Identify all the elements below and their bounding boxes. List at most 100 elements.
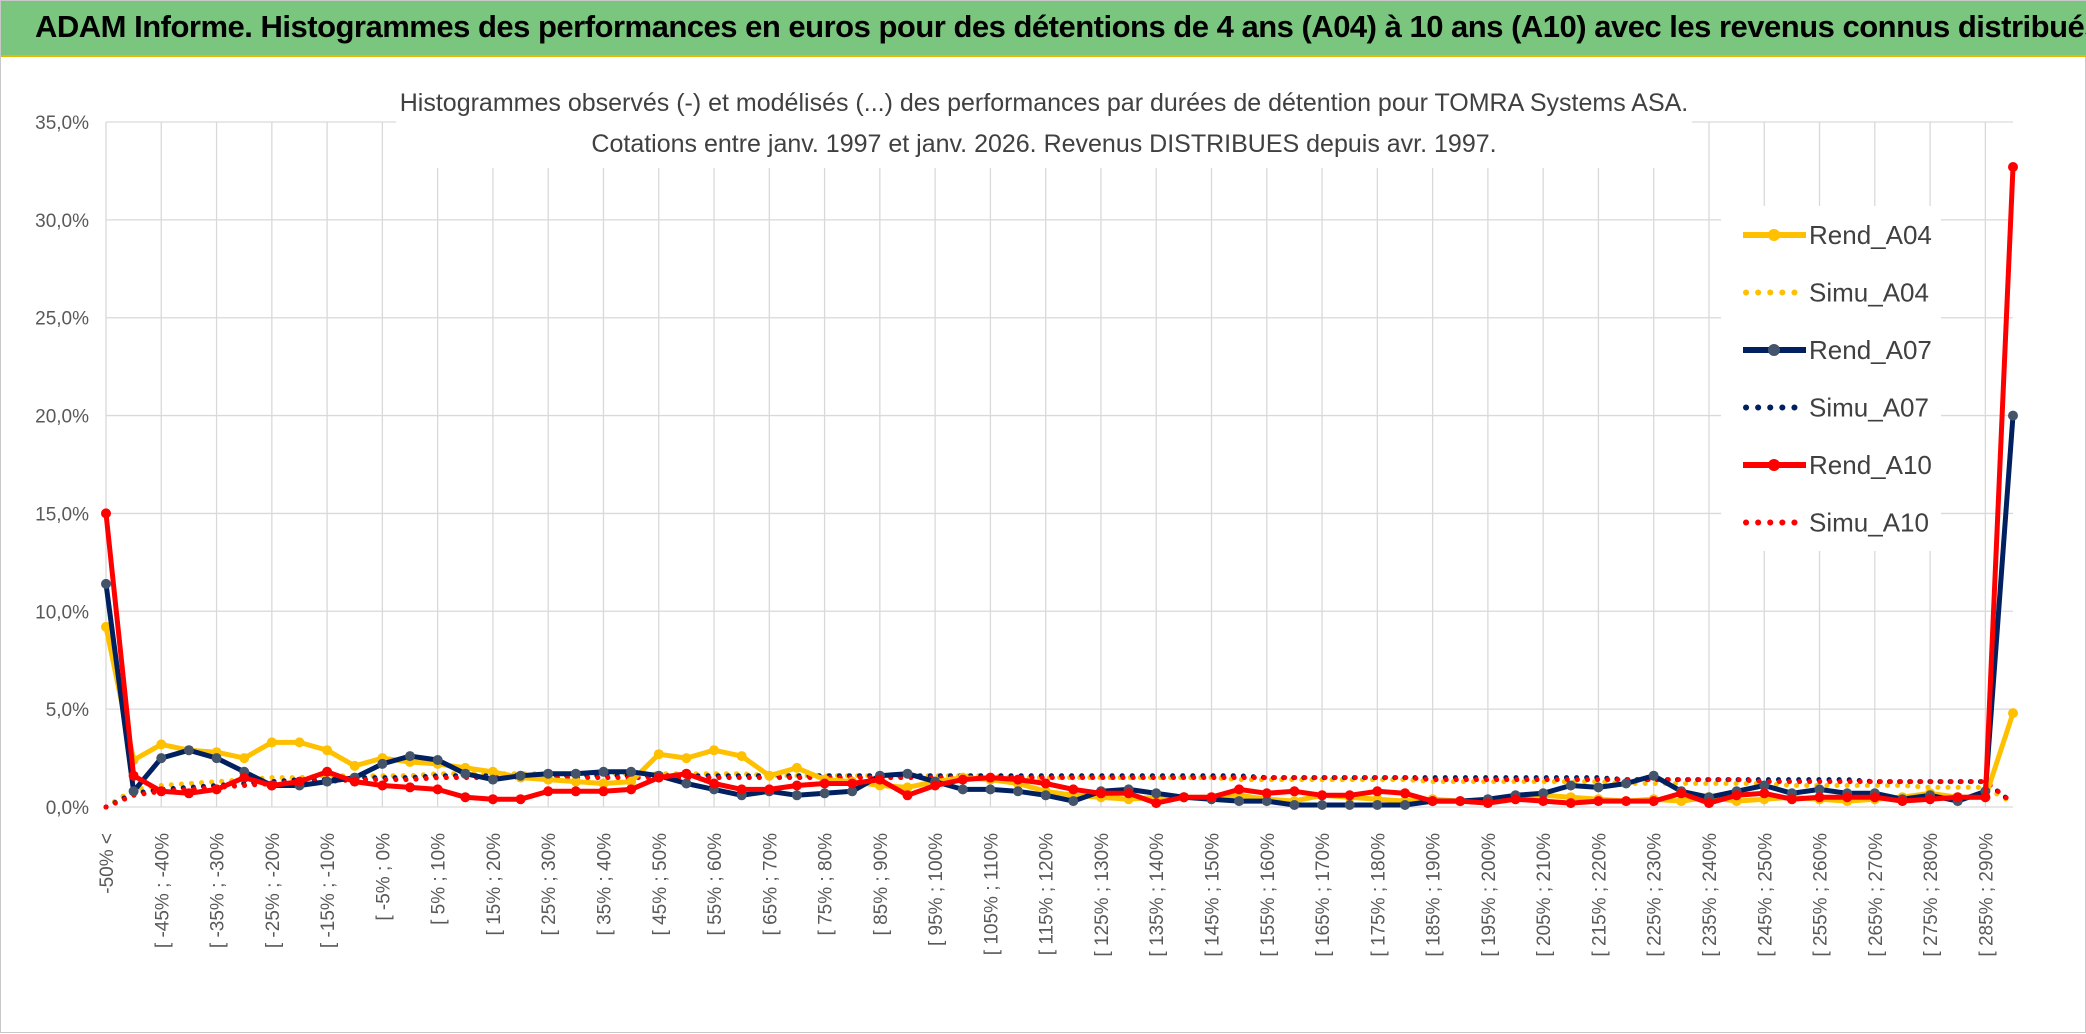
x-tick-label: [ 205% ; 210% <box>1534 833 1555 957</box>
y-tick-label: 35,0% <box>35 113 89 134</box>
data-point <box>874 774 885 785</box>
data-point <box>1289 786 1300 797</box>
y-tick-label: 5,0% <box>46 700 89 721</box>
data-point <box>128 786 139 797</box>
data-point <box>1234 796 1245 807</box>
data-point <box>1040 778 1051 789</box>
data-point <box>1013 774 1023 785</box>
data-point <box>1510 794 1521 805</box>
data-point <box>266 780 277 791</box>
data-point <box>1593 796 1604 807</box>
data-point <box>1344 800 1355 810</box>
data-point <box>322 766 333 777</box>
x-tick-label: [ 45% ; 50% <box>650 833 671 936</box>
legend-label: Rend_A10 <box>1809 450 1932 480</box>
data-point <box>570 776 581 787</box>
data-point <box>1068 796 1079 807</box>
data-point <box>847 778 858 789</box>
x-tick-label: [ -25% ; -20% <box>263 833 284 948</box>
x-tick-label: [ 75% ; 80% <box>816 833 837 936</box>
data-point <box>101 508 111 519</box>
series-line-rend-a07 <box>103 415 2016 808</box>
data-point <box>1593 782 1604 793</box>
data-point <box>294 776 305 787</box>
x-tick-label: [ 285% ; 290% <box>1976 833 1997 957</box>
x-tick-label: [ -15% ; -10% <box>318 833 339 948</box>
data-point <box>902 768 913 779</box>
chart-title: Histogrammes observés (-) et modélisés (… <box>400 89 1689 117</box>
x-tick-label: [ 235% ; 240% <box>1700 833 1721 957</box>
data-point <box>957 774 968 785</box>
legend-item: Rend_A07 <box>1743 335 1932 365</box>
data-point <box>1786 794 1797 805</box>
series-simu-a10 <box>103 775 2016 810</box>
data-point <box>1427 796 1438 807</box>
data-point <box>1925 794 1936 805</box>
data-point <box>1565 780 1576 791</box>
x-tick-label: [ 165% ; 170% <box>1313 833 1334 957</box>
y-axis: 0,0% 5,0% 10,0% 15,0% 20,0% 25,0% 30,0% 35,0% <box>35 113 89 819</box>
data-point <box>515 794 526 805</box>
y-tick-label: 20,0% <box>35 407 89 428</box>
data-point <box>1400 788 1410 799</box>
x-tick-label: [ 265% ; 270% <box>1866 833 1887 957</box>
data-point <box>985 772 996 783</box>
data-point <box>1151 788 1162 799</box>
data-point <box>543 768 554 779</box>
data-point <box>1261 796 1272 807</box>
x-tick-label: [ 35% ; 40% <box>594 833 615 936</box>
data-point <box>930 780 941 791</box>
data-point <box>211 784 222 795</box>
data-point <box>626 784 637 795</box>
data-point <box>1289 800 1300 810</box>
x-tick-label: [ -5% ; 0% <box>373 833 394 921</box>
x-tick-label: [ -35% ; -30% <box>208 833 229 948</box>
x-tick-label: [ 145% ; 150% <box>1203 833 1224 957</box>
series-rend-a10 <box>101 162 2018 809</box>
data-point <box>709 745 719 756</box>
chart-subtitle: Cotations entre janv. 1997 et janv. 2026… <box>591 130 1496 158</box>
data-point <box>349 760 360 771</box>
x-axis: -50% < [ -45% ; -40% [ -35% ; -30% [ -25% ;… <box>97 833 1997 957</box>
data-point <box>377 780 388 791</box>
data-point <box>101 578 111 589</box>
series-line-rend-a10 <box>103 166 2016 806</box>
data-point <box>847 786 858 797</box>
data-point <box>626 776 637 787</box>
data-point <box>156 753 167 764</box>
x-tick-label: [ 15% ; 20% <box>484 833 505 936</box>
data-point <box>1123 788 1134 799</box>
data-point <box>1621 796 1632 807</box>
x-tick-label: [ 65% ; 70% <box>760 833 781 936</box>
x-tick-label: [ 25% ; 30% <box>539 833 560 936</box>
x-tick-label: [ 105% ; 110% <box>981 833 1002 955</box>
data-point <box>239 753 250 764</box>
data-point <box>626 766 637 777</box>
legend-marker <box>1768 344 1780 356</box>
data-point <box>709 778 719 789</box>
data-point <box>1317 800 1328 810</box>
data-point <box>598 786 609 797</box>
legend-item: Rend_A04 <box>1743 220 1932 250</box>
legend-item: Simu_A07 <box>1743 393 1929 423</box>
data-point <box>1814 792 1825 803</box>
x-tick-label: [ 195% ; 200% <box>1479 833 1500 957</box>
data-point <box>515 770 526 781</box>
x-tick-label: [ 115% ; 120% <box>1037 833 1058 955</box>
data-point <box>570 768 581 779</box>
x-tick-label: [ 275% ; 280% <box>1921 833 1942 957</box>
data-point <box>377 758 388 769</box>
data-point <box>432 755 443 765</box>
data-point <box>1814 784 1825 795</box>
data-point <box>1759 788 1770 799</box>
data-point <box>405 751 415 762</box>
data-point <box>681 768 692 779</box>
data-point <box>156 739 167 750</box>
y-tick-label: 10,0% <box>35 602 89 623</box>
data-point <box>432 784 443 795</box>
data-point <box>1869 792 1880 803</box>
data-point <box>819 778 830 789</box>
data-point <box>1372 786 1383 797</box>
